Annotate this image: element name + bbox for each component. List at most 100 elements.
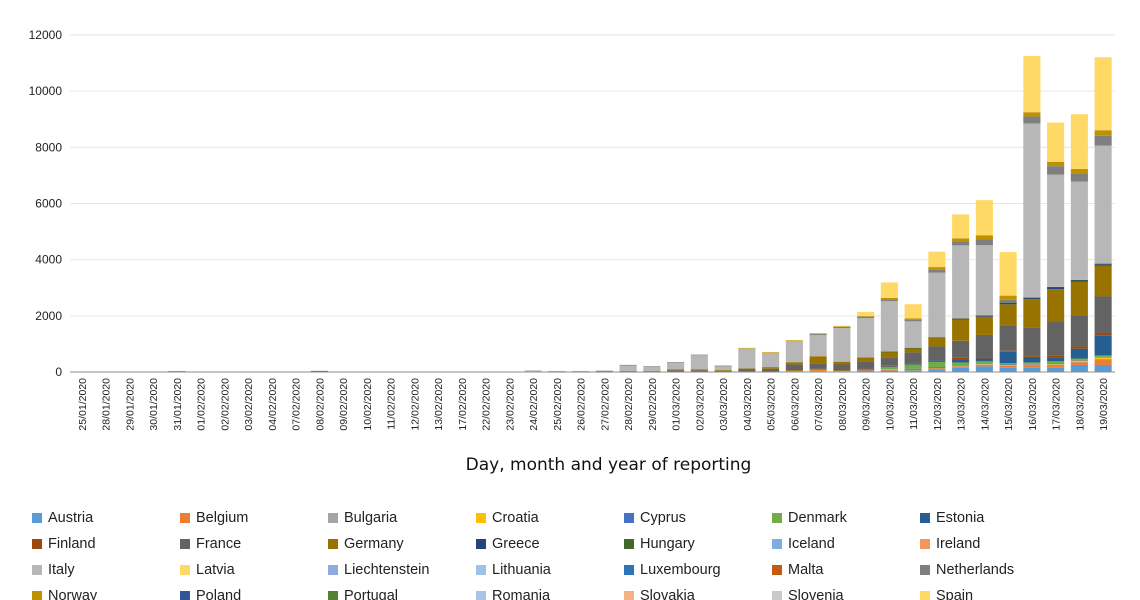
bar-stack	[738, 347, 756, 373]
x-tick-label: 12/02/2020	[409, 378, 421, 431]
legend-label: Portugal	[344, 588, 399, 600]
x-tick-label: 15/03/2020	[1003, 378, 1015, 431]
bar-segment	[952, 241, 970, 246]
bar-segment	[1094, 357, 1112, 359]
bar-segment	[1070, 168, 1088, 174]
bar-segment	[880, 299, 898, 302]
bar-segment	[999, 302, 1017, 304]
legend-label: Spain	[936, 588, 974, 600]
legend-swatch	[476, 591, 486, 600]
bar-segment	[952, 362, 970, 366]
legend-item: Bulgaria	[328, 508, 397, 528]
bar-segment	[595, 371, 613, 372]
x-tick-label: 02/02/2020	[219, 378, 231, 431]
legend-item: Slovenia	[772, 586, 844, 600]
bar-segment	[904, 319, 922, 322]
x-tick-label: 22/02/2020	[481, 378, 493, 431]
legend-label: Austria	[48, 510, 94, 526]
bar-stack	[1094, 57, 1112, 372]
x-tick-label: 13/02/2020	[433, 378, 445, 431]
bar-segment	[999, 365, 1017, 366]
bar-segment	[1023, 123, 1041, 298]
x-axis-title: Day, month and year of reporting	[466, 455, 752, 475]
legend: Austria Belgium Bulgaria Croatia Cyprus Denma…	[32, 508, 1132, 600]
bar-segment	[928, 346, 946, 360]
bar-segment	[833, 326, 851, 328]
bar-segment	[1023, 116, 1041, 124]
y-axis-ticks: 0 2000 4000 6000 8000 10000 12000	[29, 28, 63, 379]
bar-segment	[904, 321, 922, 349]
bar-stack	[1047, 122, 1065, 372]
bar-segment	[952, 214, 970, 239]
bar-segment	[1023, 364, 1041, 368]
legend-item: Portugal	[328, 586, 398, 600]
x-tick-label: 28/01/2020	[101, 378, 113, 431]
x-tick-label: 28/02/2020	[623, 378, 635, 431]
legend-item: Italy	[32, 560, 75, 580]
legend-swatch	[624, 539, 634, 549]
bar-segment	[999, 364, 1017, 366]
bar-segment	[1094, 264, 1112, 266]
bar-stack	[310, 370, 328, 372]
bar-segment	[880, 366, 898, 370]
legend-label: Luxembourg	[640, 562, 721, 578]
bar-segment	[999, 295, 1017, 300]
bar-segment	[904, 364, 922, 365]
bar-segment	[999, 302, 1017, 305]
bar-segment	[928, 361, 946, 368]
bar-segment	[643, 370, 661, 372]
bar-segment	[975, 200, 993, 236]
bar-segment	[928, 338, 946, 347]
legend-label: Iceland	[788, 536, 835, 552]
x-tick-label: 09/02/2020	[338, 378, 350, 431]
bar-segment	[880, 351, 898, 358]
bar-segment	[1094, 135, 1112, 146]
x-tick-label: 01/03/2020	[671, 378, 683, 431]
bar-segment	[1023, 297, 1041, 299]
bar-stack	[833, 325, 851, 373]
bar-segment	[524, 370, 542, 372]
bar-segment	[1047, 367, 1065, 372]
bar-segment	[1023, 327, 1041, 356]
bar-segment	[928, 251, 946, 268]
x-tick-label: 17/03/2020	[1051, 378, 1063, 431]
legend-swatch	[32, 591, 42, 600]
y-tick-label: 6000	[35, 197, 62, 211]
bar-segment	[904, 348, 922, 349]
bar-segment	[904, 370, 922, 372]
bar-segment	[857, 357, 875, 362]
x-tick-label: 03/03/2020	[718, 378, 730, 431]
x-tick-label: 19/03/2020	[1098, 378, 1110, 431]
bar-segment	[857, 368, 875, 370]
bar-stack	[904, 304, 922, 372]
bar-segment	[857, 316, 875, 317]
legend-swatch	[328, 539, 338, 549]
legend-swatch	[772, 591, 782, 600]
legend-label: Lithuania	[492, 562, 551, 578]
bar-segment	[904, 304, 922, 319]
bar-segment	[1047, 321, 1065, 356]
bar-segment	[714, 365, 732, 371]
bar-segment	[1070, 364, 1088, 372]
bar-segment	[1047, 161, 1065, 167]
bar-segment	[952, 367, 970, 372]
bar-segment	[928, 269, 946, 273]
bar-segment	[952, 245, 970, 319]
bar-segment	[762, 368, 780, 372]
bar-stack	[690, 354, 708, 373]
bar-segment	[975, 239, 993, 246]
bar-segment	[833, 327, 851, 362]
x-tick-label: 14/03/2020	[979, 378, 991, 431]
bar-segment	[999, 299, 1017, 303]
legend-label: Slovakia	[640, 588, 695, 600]
legend-label: Liechtenstein	[344, 562, 430, 578]
bar-segment	[952, 318, 970, 320]
bar-segment	[1070, 348, 1088, 359]
bar-segment	[1094, 296, 1112, 333]
legend-swatch	[476, 513, 486, 523]
bar-segment	[880, 365, 898, 367]
bar-segment	[619, 364, 637, 366]
bar-segment	[1094, 358, 1112, 360]
bar-segment	[690, 369, 708, 371]
bar-segment	[1047, 166, 1065, 175]
